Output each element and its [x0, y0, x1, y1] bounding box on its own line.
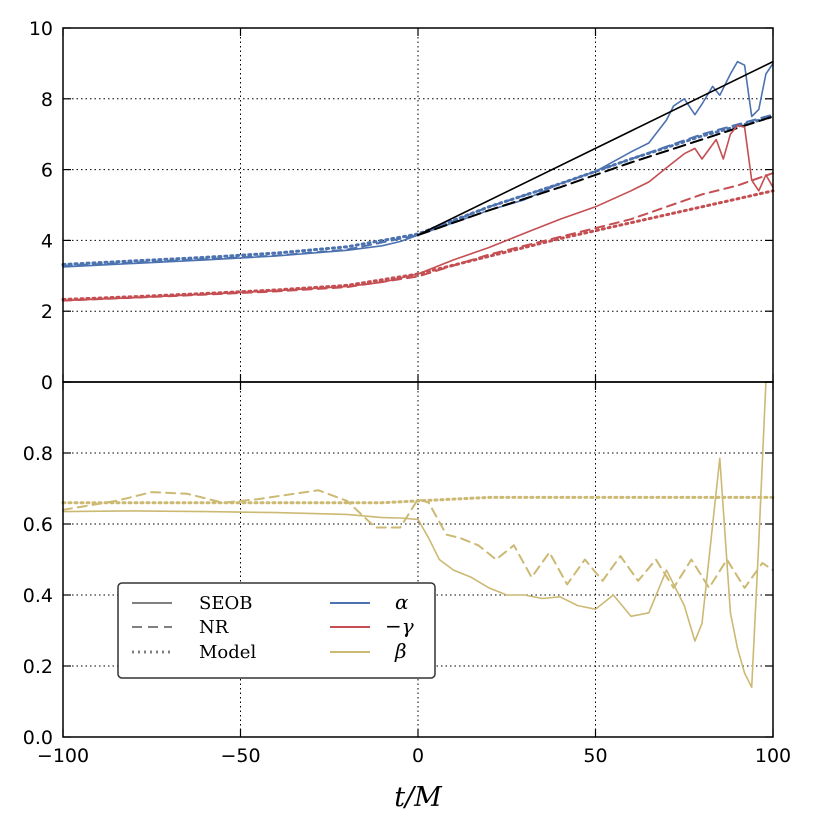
x-tick-label: 50: [583, 745, 607, 767]
top-series-reference-seob: [417, 60, 774, 236]
bottom-ytick-label: 0.6: [23, 514, 53, 536]
top-ytick-label: 0: [41, 372, 53, 394]
bottom-series-x-seob: [62, 381, 774, 689]
legend-beta-label: β: [394, 639, 407, 663]
top-series-x-seob: [62, 60, 774, 268]
x-axis-label: t/M: [394, 782, 443, 813]
top-series-xx-model: [61, 189, 775, 301]
bottom-ytick-label: 0.2: [23, 656, 53, 678]
legend-gamma-label: −γ: [385, 614, 414, 638]
x-ticks: −100 −50 0 50 100: [37, 745, 791, 767]
top-ytick-label: 8: [41, 89, 53, 111]
bottom-ytick-label: 0.8: [23, 443, 53, 465]
top-series: [61, 60, 775, 302]
bottom-ytick-label: 0.0: [23, 727, 53, 749]
bottom-ytick-label: 0.4: [23, 585, 53, 607]
top-ytick-label: 6: [41, 160, 53, 182]
x-tick-label: 0: [412, 745, 424, 767]
top-series-x-model: [61, 115, 775, 266]
top-ytick-label: 4: [41, 230, 53, 252]
legend: SEOB NR Model α −γ β: [117, 582, 436, 679]
top-ytick-label: 10: [29, 18, 53, 40]
legend-seob-label: SEOB: [199, 593, 252, 614]
legend-alpha-label: α: [395, 590, 409, 614]
bottom-series-x-model: [61, 495, 775, 505]
x-tick-label: −50: [220, 745, 260, 767]
x-tick-label: −100: [37, 745, 89, 767]
top-series-reference-nr: [417, 115, 774, 237]
legend-model-label: Model: [199, 642, 256, 663]
x-tick-label: 100: [755, 745, 791, 767]
legend-box: [117, 582, 436, 679]
top-ytick-label: 2: [41, 301, 53, 323]
bottom-panel-frame: [62, 381, 774, 738]
bottom-series-x-nr: [62, 489, 774, 589]
bottom-series: [61, 381, 775, 689]
legend-nr-label: NR: [199, 617, 229, 638]
